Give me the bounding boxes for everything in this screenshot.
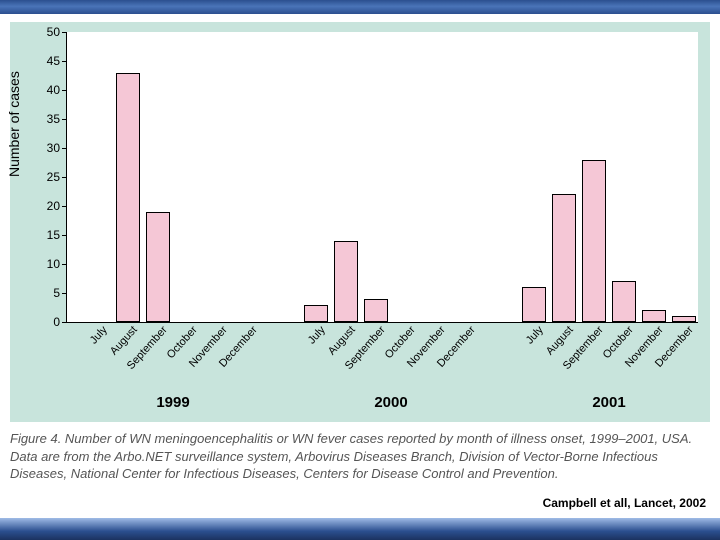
x-category-label: July: [54, 324, 110, 384]
y-tick-label: 15: [32, 228, 60, 242]
y-tick-label: 10: [32, 257, 60, 271]
y-tick-label: 0: [32, 315, 60, 329]
bar: [334, 241, 358, 322]
y-tick: [62, 177, 66, 178]
bar: [364, 299, 388, 322]
bar: [672, 316, 696, 322]
y-axis: [66, 32, 67, 322]
figure-panel: Number of cases 05101520253035404550 Jul…: [10, 22, 710, 422]
y-tick: [62, 61, 66, 62]
slide-top-bar: [0, 0, 720, 14]
y-tick: [62, 264, 66, 265]
citation-text: Campbell et all, Lancet, 2002: [543, 496, 706, 510]
x-category-label: July: [272, 324, 328, 384]
y-axis-title: Number of cases: [6, 71, 22, 177]
y-tick-label: 25: [32, 170, 60, 184]
y-tick-label: 20: [32, 199, 60, 213]
y-tick-label: 5: [32, 286, 60, 300]
y-tick-label: 50: [32, 25, 60, 39]
bar: [642, 310, 666, 322]
x-category-label: July: [490, 324, 546, 384]
y-tick: [62, 32, 66, 33]
bar: [522, 287, 546, 322]
y-tick: [62, 322, 66, 323]
y-tick-label: 40: [32, 83, 60, 97]
group-label: 2000: [374, 394, 407, 411]
bar: [552, 194, 576, 322]
bar: [116, 73, 140, 322]
y-tick-label: 30: [32, 141, 60, 155]
y-tick: [62, 148, 66, 149]
y-tick: [62, 206, 66, 207]
y-tick: [62, 119, 66, 120]
bar: [146, 212, 170, 322]
figure-caption: Figure 4. Number of WN meningoencephalit…: [10, 430, 710, 483]
y-tick-label: 45: [32, 54, 60, 68]
bar: [582, 160, 606, 322]
x-axis: [66, 322, 698, 323]
slide-bottom-bar: [0, 518, 720, 540]
y-tick: [62, 293, 66, 294]
group-label: 1999: [156, 394, 189, 411]
group-label: 2001: [592, 394, 625, 411]
y-tick-label: 35: [32, 112, 60, 126]
y-tick: [62, 90, 66, 91]
bar: [304, 305, 328, 322]
bar: [612, 281, 636, 322]
y-tick: [62, 235, 66, 236]
